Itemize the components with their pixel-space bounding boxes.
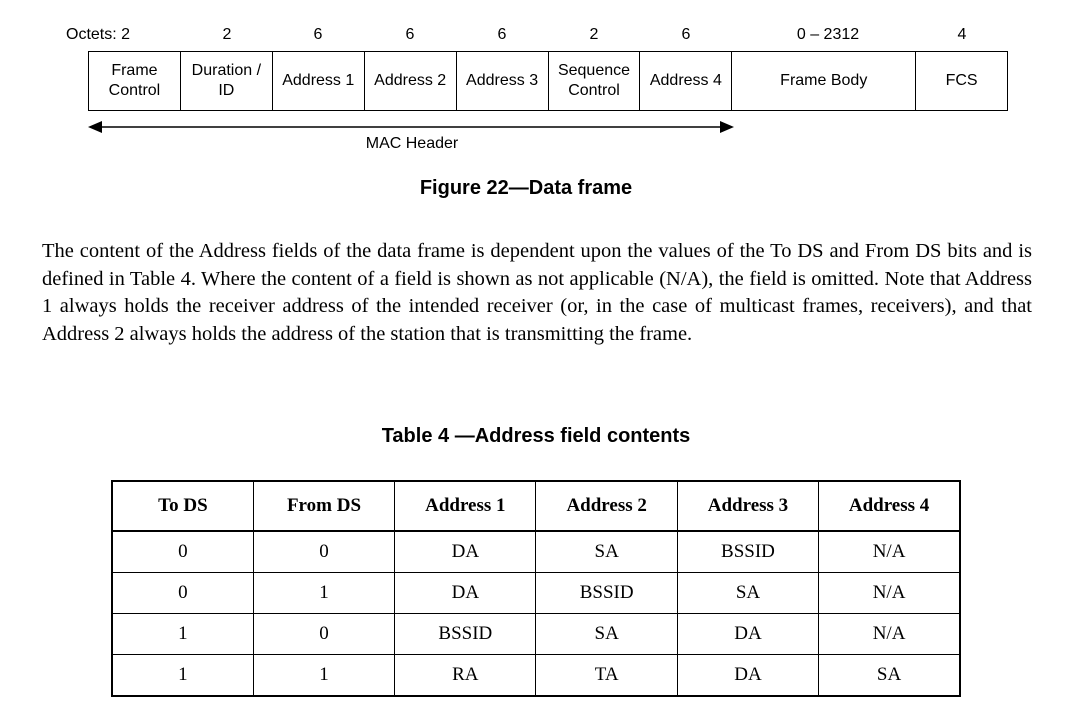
octet-count: 4 — [957, 26, 967, 43]
octet-count: 6 — [497, 26, 507, 43]
table-cell: 0 — [111, 530, 254, 573]
table-cell: 1 — [252, 654, 396, 697]
table-row: 1 1 RA TA DA SA — [111, 654, 961, 697]
octet-count: 6 — [405, 26, 415, 43]
header-address-3: Address 3 — [676, 480, 820, 532]
table-cell: RA — [394, 654, 537, 697]
field-address-3: Address 3 — [457, 52, 549, 110]
table-cell: BSSID — [676, 530, 820, 573]
table-cell: SA — [818, 654, 961, 697]
table-cell: 0 — [252, 613, 396, 655]
table-cell: SA — [535, 613, 678, 655]
table-cell: SA — [535, 530, 678, 573]
table-cell: 1 — [252, 572, 396, 614]
mac-header-label: MAC Header — [365, 135, 459, 152]
field-duration-id: Duration / ID — [181, 52, 273, 110]
data-frame-diagram: Frame Control Duration / ID Address 1 Ad… — [88, 51, 1009, 111]
table-cell: N/A — [818, 613, 961, 655]
table-cell: 0 — [111, 572, 254, 614]
octet-count: 0 – 2312 — [796, 26, 860, 43]
table-cell: DA — [676, 654, 820, 697]
header-address-1: Address 1 — [394, 480, 537, 532]
figure-caption: Figure 22—Data frame — [419, 177, 633, 199]
table-cell: DA — [676, 613, 820, 655]
table-row: 0 0 DA SA BSSID N/A — [111, 530, 961, 573]
table-cell: 1 — [111, 613, 254, 655]
header-address-2: Address 2 — [535, 480, 678, 532]
table-cell: N/A — [818, 572, 961, 614]
octet-count: 6 — [681, 26, 691, 43]
octet-count: Octets: 2 — [66, 26, 131, 43]
field-frame-control: Frame Control — [89, 52, 181, 110]
table-header-row: To DS From DS Address 1 Address 2 Addres… — [111, 480, 961, 532]
table-cell: DA — [394, 530, 537, 573]
header-to-ds: To DS — [111, 480, 254, 532]
table-cell: TA — [535, 654, 678, 697]
mac-header-arrow — [88, 121, 734, 133]
table-cell: 0 — [252, 530, 396, 573]
table-row: 1 0 BSSID SA DA N/A — [111, 613, 961, 655]
table-cell: BSSID — [394, 613, 537, 655]
octet-count: 2 — [589, 26, 599, 43]
table-caption: Table 4 —Address field contents — [381, 425, 691, 447]
body-paragraph: The content of the Address fields of the… — [42, 240, 1032, 345]
table-cell: BSSID — [535, 572, 678, 614]
table-cell: 1 — [111, 654, 254, 697]
octet-counts-row: Octets: 2 2 6 6 6 2 6 0 – 2312 4 — [0, 24, 1074, 46]
table-cell: N/A — [818, 530, 961, 573]
octet-count: 2 — [222, 26, 232, 43]
address-field-table: To DS From DS Address 1 Address 2 Addres… — [111, 480, 961, 697]
table-row: 0 1 DA BSSID SA N/A — [111, 572, 961, 614]
field-sequence-control: Sequence Control — [549, 52, 641, 110]
table-cell: SA — [676, 572, 820, 614]
header-from-ds: From DS — [252, 480, 396, 532]
table-cell: DA — [394, 572, 537, 614]
octet-count: 6 — [313, 26, 323, 43]
field-address-2: Address 2 — [365, 52, 457, 110]
field-fcs: FCS — [916, 52, 1009, 110]
field-address-4: Address 4 — [640, 52, 733, 110]
header-address-4: Address 4 — [818, 480, 961, 532]
field-address-1: Address 1 — [273, 52, 365, 110]
field-frame-body: Frame Body — [732, 52, 917, 110]
